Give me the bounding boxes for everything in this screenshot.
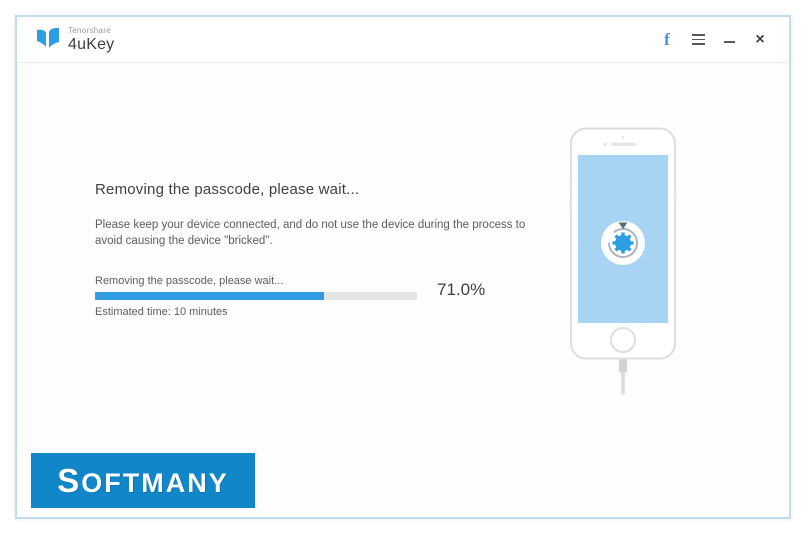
estimated-time: Estimated time: 10 minutes xyxy=(95,306,228,318)
progress-label: Removing the passcode, please wait... xyxy=(95,275,284,287)
app-window: Tenorshare 4uKey f × Removing xyxy=(15,15,791,519)
minimize-button[interactable] xyxy=(718,29,740,51)
cable-plug xyxy=(619,357,627,373)
connected-phone-icon xyxy=(569,127,677,395)
gear-icon xyxy=(612,232,634,254)
facebook-icon[interactable]: f xyxy=(664,29,670,49)
menu-icon[interactable] xyxy=(687,29,709,51)
tenorshare-logo-icon xyxy=(37,27,59,48)
progress-percent: 71.0% xyxy=(437,280,486,299)
brand-product: 4uKey xyxy=(68,35,115,53)
title-bar: Tenorshare 4uKey f × xyxy=(17,17,789,63)
brand-logo-group: Tenorshare 4uKey xyxy=(35,25,115,53)
phone-illustration xyxy=(569,127,677,395)
home-button xyxy=(610,327,636,353)
progress-fill xyxy=(95,292,324,300)
progress-bar xyxy=(95,292,417,300)
softmany-logo-text: SOFTMANY xyxy=(57,461,229,499)
speaker-slot xyxy=(611,142,636,147)
page-title: Removing the passcode, please wait... xyxy=(95,181,360,198)
spinner-ring xyxy=(608,228,638,258)
close-button[interactable]: × xyxy=(755,30,765,48)
description-line-1: Please keep your device connected, and d… xyxy=(95,219,526,231)
spinner-arrow xyxy=(618,222,628,229)
brand-text: Tenorshare 4uKey xyxy=(68,25,115,53)
description-line-2: avoid causing the device "bricked". xyxy=(95,235,273,247)
brand-company: Tenorshare xyxy=(68,25,112,35)
camera-dot xyxy=(621,136,625,139)
window-controls: f × xyxy=(656,29,771,51)
description-text: Please keep your device connected, and d… xyxy=(95,217,525,249)
softmany-watermark: SOFTMANY xyxy=(31,453,255,508)
